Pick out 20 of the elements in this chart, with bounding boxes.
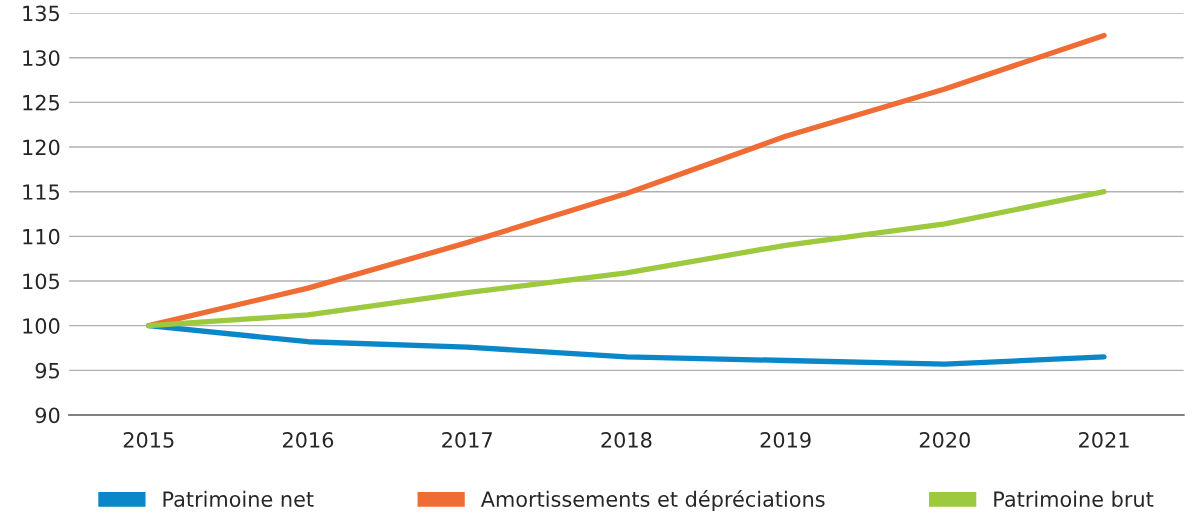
- legend-label: Patrimoine net: [163, 490, 314, 507]
- y-tick-label: 105: [23, 273, 59, 290]
- y-tick-label: 110: [23, 228, 60, 245]
- legend-label: Amortissements et dépréciations: [480, 490, 825, 512]
- y-tick-label: 125: [23, 94, 59, 111]
- x-tick-label: 2018: [601, 432, 652, 448]
- legend-label: Patrimoine brut: [994, 490, 1154, 507]
- y-tick-label: 95: [35, 362, 59, 379]
- y-tick-label: 135: [23, 5, 59, 22]
- x-tick-label: 2019: [760, 432, 811, 448]
- x-tick-label: 2016: [282, 432, 334, 448]
- y-tick-label: 130: [23, 50, 60, 66]
- y-tick-label: 100: [23, 318, 60, 334]
- x-tick-label: 2015: [123, 432, 174, 448]
- x-tick-label: 2021: [1079, 432, 1129, 448]
- x-tick-label: 2020: [919, 432, 970, 448]
- y-tick-label: 90: [35, 407, 60, 424]
- y-tick-label: 120: [23, 139, 60, 156]
- x-tick-label: 2017: [442, 432, 492, 448]
- y-tick-label: 115: [23, 184, 59, 200]
